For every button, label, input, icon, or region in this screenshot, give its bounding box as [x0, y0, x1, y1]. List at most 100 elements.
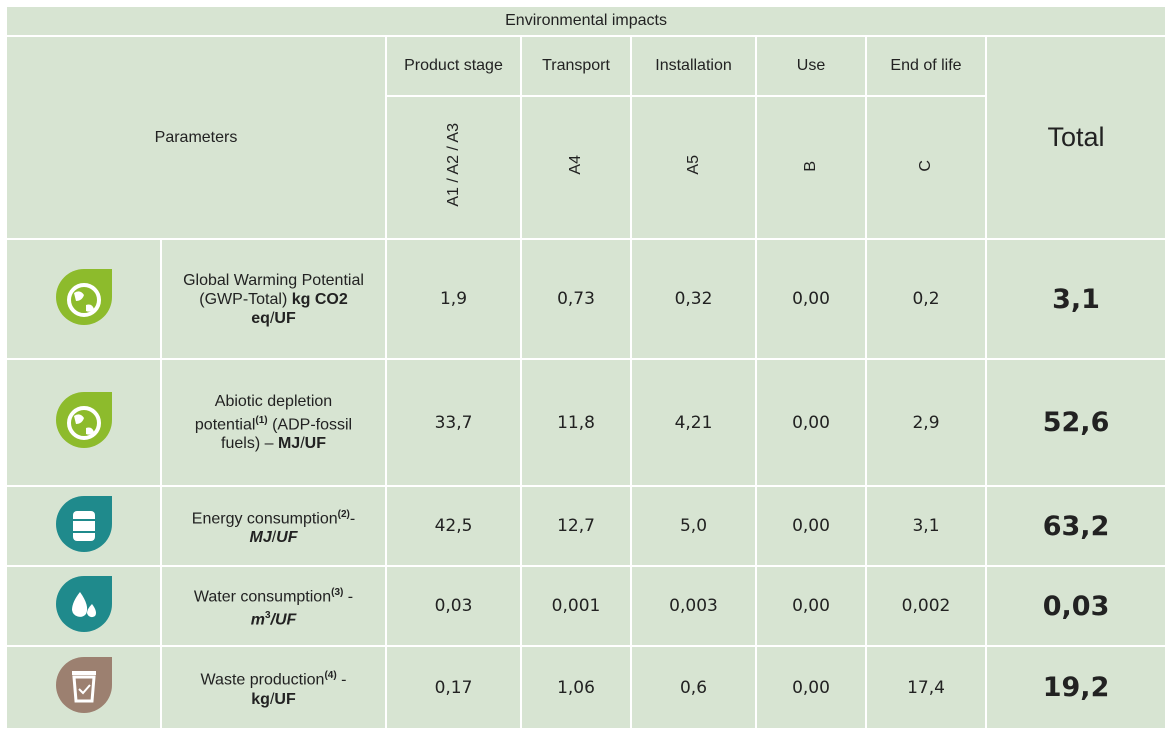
table-row: Energy consumption(2)- MJ/UF 42,5 12,7 5,0 0… [5, 485, 1168, 567]
label-part: m [250, 611, 265, 629]
table-body: Environmental impacts Parameters Product s… [4, 5, 1168, 730]
label-part: / [269, 309, 275, 327]
parameter-label: Energy consumption(2)- MJ/UF [160, 485, 387, 567]
stage-code: A5 [684, 155, 702, 175]
label-part: UF [274, 690, 296, 708]
label-part: Waste production [200, 671, 325, 689]
table-row: Abiotic depletion potential(1) (ADP-foss… [5, 358, 1168, 487]
value-cell: 0,00 [755, 565, 867, 647]
value-cell: 12,7 [520, 485, 632, 567]
label-part: /UF [270, 611, 297, 629]
value-cell: 0,00 [755, 645, 867, 730]
label-part: MJ [277, 435, 301, 453]
stage-name: Installation [630, 35, 757, 97]
icon [55, 495, 112, 552]
value-cell: 1,06 [520, 645, 632, 730]
label-part: / [269, 690, 275, 708]
label-part: Water consumption [193, 588, 332, 605]
parameter-label: Global Warming Potential (GWP-Total) kg … [160, 238, 387, 360]
label-part: - [349, 510, 356, 528]
label-part: Global Warming Potential (GWP-Total) [183, 271, 364, 308]
label-part: (1) [255, 414, 268, 426]
stage-code-cell: B [755, 95, 867, 240]
stage-code: C [917, 159, 934, 172]
total-header: Total [984, 35, 1168, 240]
stage-name: Transport [520, 35, 632, 97]
label-part: (ADP-fossil fuels) – [221, 416, 353, 453]
icon-cell [5, 565, 162, 647]
icon-cell [5, 485, 162, 567]
value-cell: 5,0 [630, 485, 757, 567]
stage-code-cell: A1 / A2 / A3 [385, 95, 522, 240]
value-cell: 17,4 [865, 645, 987, 730]
label-part: (4) [324, 670, 337, 682]
table-row: Parameters Product stage Transport Installa… [5, 35, 1168, 240]
table-row: Global Warming Potential (GWP-Total) kg … [5, 238, 1168, 360]
value-cell: 11,8 [520, 358, 632, 487]
value-cell: 2,9 [865, 358, 987, 487]
stage-code-cell: A5 [630, 95, 757, 240]
stage-code: B [802, 160, 819, 172]
label-part: - [336, 671, 347, 689]
total-cell: 63,2 [984, 485, 1168, 567]
value-cell: 33,7 [385, 358, 522, 487]
stage-code-cell: A4 [520, 95, 632, 240]
parameter-label: Water consumption(3) - m3/UF [160, 565, 387, 647]
label-part: Abiotic depletion potential [194, 392, 333, 434]
icon-cell [5, 645, 162, 730]
total-cell: 19,2 [984, 645, 1168, 730]
label-part: (3) [331, 586, 344, 598]
total-cell: 0,03 [984, 565, 1168, 647]
label-part: Energy consumption [191, 510, 338, 528]
icon [55, 575, 112, 632]
stage-code: A4 [567, 155, 584, 175]
icon [55, 657, 112, 713]
value-cell: 0,2 [865, 238, 987, 360]
parameter-label: Abiotic depletion potential(1) (ADP-foss… [160, 358, 387, 487]
label-part: / [271, 529, 277, 547]
stage-name: End of life [865, 35, 987, 97]
value-cell: 0,00 [755, 358, 867, 487]
parameter-label: Waste production(4) - kg/UF [160, 645, 387, 730]
value-cell: 0,00 [755, 485, 867, 567]
value-cell: 0,003 [630, 565, 757, 647]
label-part: / [300, 435, 305, 453]
value-cell: 0,73 [520, 238, 632, 360]
label-part: kg CO2 eq [251, 290, 348, 327]
value-cell: 0,03 [385, 565, 522, 647]
value-cell: 4,21 [630, 358, 757, 487]
value-cell: 1,9 [385, 238, 522, 360]
value-cell: 0,00 [755, 238, 867, 360]
value-cell: 0,32 [630, 238, 757, 360]
parameters-header: Parameters [5, 35, 387, 240]
label-part: 3 [264, 610, 271, 621]
stage-code-cell: C [865, 95, 987, 240]
value-cell: 0,001 [520, 565, 632, 647]
label-part: UF [276, 529, 298, 547]
label-part: UF [304, 435, 326, 453]
table-title: Environmental impacts [4, 5, 1168, 37]
impacts-table: Environmental impacts Parameters Product s… [4, 5, 1168, 730]
total-label: Total [1047, 122, 1105, 152]
stage-name: Use [755, 35, 867, 97]
icon-cell [5, 358, 162, 487]
value-cell: 0,17 [385, 645, 522, 730]
table-row: Water consumption(3) - m3/UF 0,03 0,001 0,0… [5, 565, 1168, 647]
table-row: Waste production(4) - kg/UF 0,17 1,06 0,6 0,… [5, 645, 1168, 730]
value-cell: 0,002 [865, 565, 987, 647]
total-cell: 3,1 [984, 238, 1168, 360]
icon [55, 268, 112, 325]
icon [55, 392, 112, 448]
total-cell: 52,6 [984, 358, 1168, 487]
label-part: UF [274, 309, 296, 327]
label-part: MJ [249, 529, 272, 547]
table-row: Environmental impacts [4, 5, 1168, 37]
icon-cell [5, 238, 162, 360]
label-part: - [343, 588, 354, 605]
stage-code: A1 / A2 / A3 [444, 123, 462, 207]
table-row: A1 / A2 / A3 A4 A5 B C [6, 95, 1166, 240]
value-cell: 0,6 [630, 645, 757, 730]
label-part: (2) [337, 508, 350, 520]
value-cell: 42,5 [385, 485, 522, 567]
stage-name: Product stage [385, 35, 522, 97]
